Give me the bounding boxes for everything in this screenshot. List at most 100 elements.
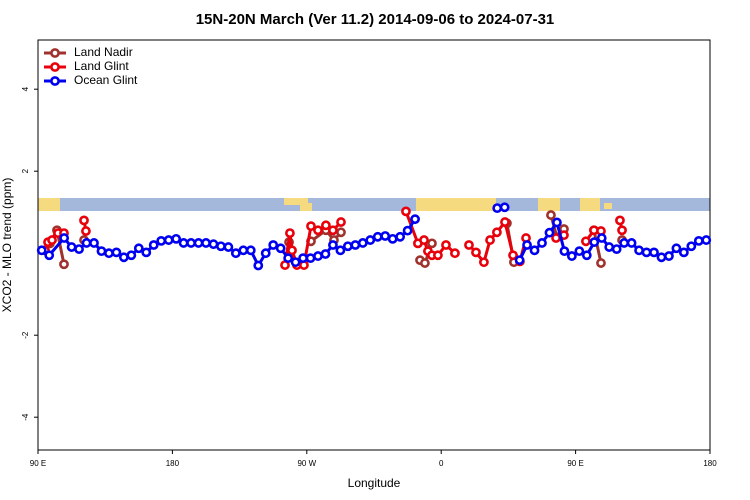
point — [372, 231, 383, 242]
point — [678, 247, 689, 258]
point — [66, 242, 77, 252]
map-strip — [38, 198, 710, 211]
legend-label: Ocean Glint — [74, 73, 138, 87]
point — [216, 241, 226, 252]
point — [59, 233, 70, 243]
point — [433, 250, 443, 261]
point — [223, 242, 234, 252]
point — [589, 237, 600, 248]
point — [320, 249, 331, 259]
x-tick-label: 90 E — [30, 459, 46, 468]
point — [499, 202, 510, 213]
point — [306, 221, 316, 232]
point — [419, 235, 429, 245]
point — [89, 238, 99, 248]
point — [492, 227, 502, 238]
point — [44, 250, 55, 261]
plot-frame — [37, 39, 711, 451]
point — [245, 245, 256, 256]
point — [471, 247, 481, 258]
point — [260, 248, 271, 259]
point — [287, 245, 297, 256]
y-tick-label: -2 — [21, 331, 30, 339]
point — [104, 248, 114, 259]
point — [619, 238, 630, 248]
legend-marker — [50, 62, 60, 72]
x-tick-label: 180 — [166, 459, 180, 468]
point — [686, 241, 697, 252]
point — [298, 253, 308, 264]
point — [305, 253, 316, 264]
x-tick-label: 90 E — [567, 459, 583, 468]
point — [74, 244, 84, 254]
point — [141, 247, 152, 258]
point — [36, 245, 47, 256]
point — [537, 238, 547, 248]
point — [671, 243, 682, 254]
point — [626, 238, 637, 248]
point — [238, 245, 249, 256]
point — [313, 225, 323, 236]
y-tick-label: 2 — [21, 168, 30, 173]
point — [492, 203, 503, 213]
point — [111, 247, 122, 258]
x-tick-label: 90 W — [297, 459, 316, 468]
point — [634, 245, 644, 256]
point — [559, 246, 570, 257]
x-axis-label: Longitude — [348, 476, 401, 490]
point — [357, 238, 368, 248]
x-tick-label: 0 — [439, 459, 444, 468]
point — [59, 259, 69, 270]
point — [201, 238, 211, 248]
point — [464, 240, 474, 250]
point — [148, 240, 159, 250]
legend-marker — [50, 76, 60, 86]
point — [581, 250, 592, 261]
point — [402, 225, 413, 236]
point — [81, 226, 91, 236]
point — [574, 246, 585, 257]
point — [544, 227, 555, 238]
point — [664, 251, 674, 261]
point — [546, 210, 556, 220]
x-tick-label: 180 — [703, 459, 717, 468]
point — [336, 227, 346, 238]
point — [596, 258, 606, 268]
point — [335, 245, 346, 256]
point — [485, 235, 495, 245]
point — [171, 233, 182, 244]
legend-label: Land Nadir — [74, 45, 133, 59]
point — [336, 217, 346, 227]
point — [387, 233, 398, 244]
point — [290, 257, 301, 268]
point — [126, 250, 137, 261]
chart-title: 15N-20N March (Ver 11.2) 2014-09-06 to 2… — [196, 11, 555, 28]
point — [208, 239, 219, 250]
point — [178, 238, 189, 248]
point — [79, 215, 89, 226]
point — [283, 253, 294, 264]
point — [410, 214, 420, 225]
point — [552, 217, 562, 228]
point — [350, 240, 361, 250]
point — [133, 243, 144, 254]
point — [514, 255, 525, 266]
point — [230, 248, 241, 259]
y-axis-label: XCO2 - MLO trend (ppm) — [0, 178, 14, 313]
point — [522, 240, 532, 250]
point — [551, 233, 561, 243]
point — [342, 241, 353, 252]
point — [508, 250, 518, 261]
point — [253, 260, 264, 271]
point — [313, 251, 323, 261]
point — [186, 238, 196, 248]
point — [611, 244, 622, 254]
point — [617, 225, 627, 236]
point — [604, 242, 615, 252]
point — [321, 220, 331, 231]
point — [479, 257, 489, 268]
point — [500, 217, 510, 227]
point — [656, 252, 667, 263]
legend-marker — [50, 48, 60, 58]
